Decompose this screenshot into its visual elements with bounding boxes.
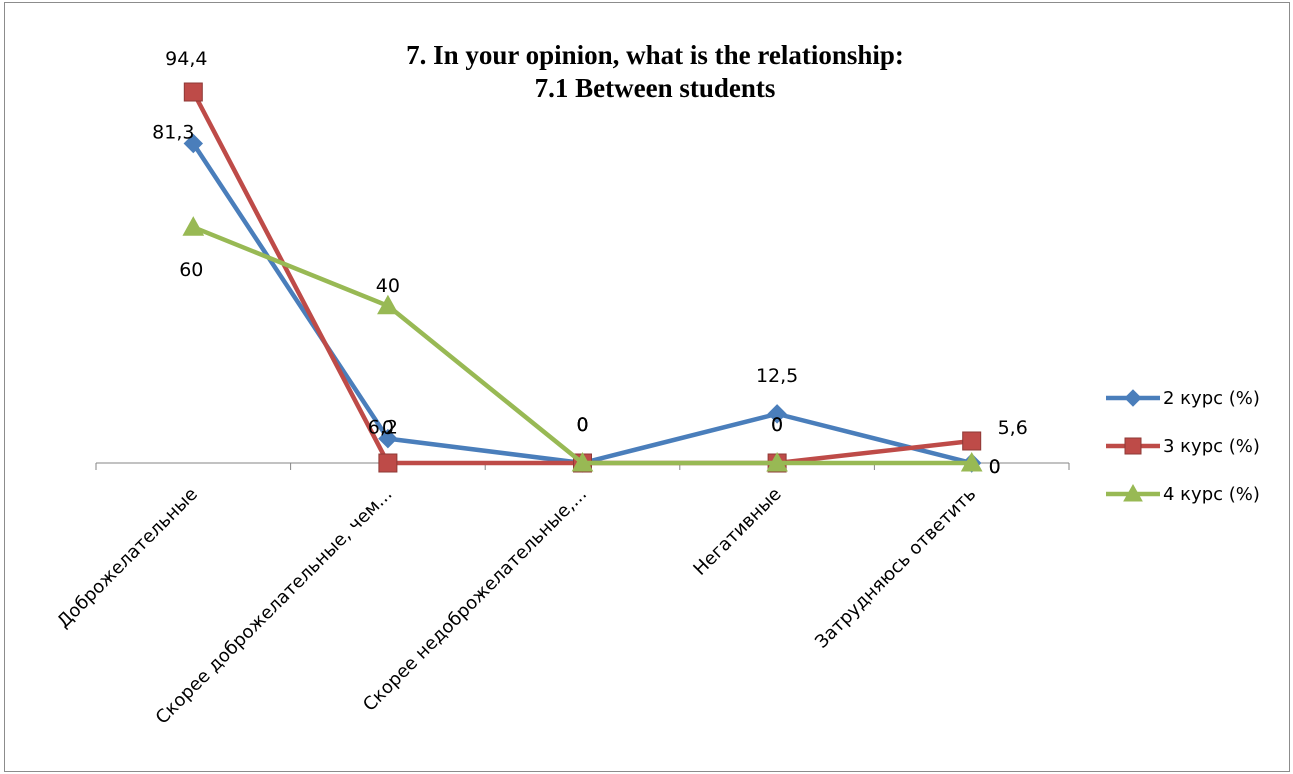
data-label: 81,3 (152, 121, 194, 143)
legend-label: 3 курс (%) (1163, 436, 1260, 457)
data-label: 0 (576, 414, 588, 436)
x-tick-label: Скорее недоброжелательные,... (359, 484, 591, 716)
chart-title-line-2: 7.1 Between students (535, 73, 776, 103)
chart-title-line-1: 7. In your opinion, what is the relation… (406, 40, 904, 70)
data-label: 94,4 (165, 48, 207, 70)
data-point (960, 451, 983, 472)
data-label: 0 (576, 414, 588, 436)
data-point (377, 294, 399, 315)
data-point (182, 216, 205, 236)
x-tick-label: Скорее доброжелательные, чем... (152, 484, 397, 729)
data-label: 60 (179, 259, 203, 281)
x-tick-label: Негативные (690, 484, 786, 580)
data-label: 0 (771, 414, 783, 436)
data-label: 0 (989, 456, 1001, 478)
series-layer (182, 82, 983, 473)
data-point (378, 428, 398, 449)
data-point (767, 404, 787, 424)
data-point (766, 451, 788, 472)
data-label: 0 (576, 414, 588, 436)
data-point (378, 453, 398, 473)
data-label: 12,5 (756, 365, 798, 387)
data-point (571, 451, 594, 472)
data-label: 6,2 (368, 417, 398, 439)
x-tick-label: Затрудняюсь ответить (811, 484, 980, 653)
data-label: 0 (771, 414, 783, 436)
data-point (183, 133, 204, 154)
legend-label: 4 курс (%) (1163, 484, 1260, 505)
legend-marker (1124, 389, 1142, 407)
series-3 (182, 216, 983, 472)
data-point (183, 82, 203, 102)
chart-frame (4, 2, 1290, 772)
legend: 2 курс (%) 3 курс (%) 4 курс (%) (1106, 388, 1260, 505)
series-line (191, 90, 972, 466)
data-label: 0 (989, 456, 1001, 478)
data-label: 0 (382, 417, 394, 439)
data-label: 40 (376, 275, 400, 297)
legend-item: 3 курс (%) (1106, 436, 1260, 457)
data-label: 5,6 (998, 417, 1028, 439)
legend-label: 2 курс (%) (1163, 388, 1260, 409)
data-point (962, 431, 982, 451)
legend-item: 4 курс (%) (1106, 483, 1260, 505)
x-tick-label: Доброжелательные (53, 484, 202, 633)
legend-marker (1124, 437, 1142, 455)
legend-item: 2 курс (%) (1106, 388, 1260, 409)
legend-marker (1123, 483, 1143, 502)
